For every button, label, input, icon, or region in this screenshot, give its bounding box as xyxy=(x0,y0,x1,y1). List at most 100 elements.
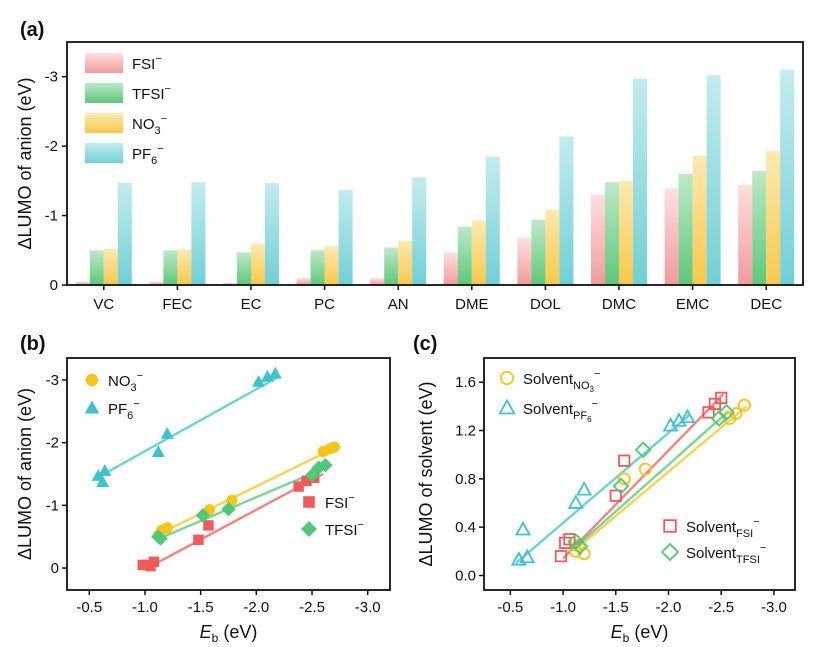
x-tick-label: DMC xyxy=(602,296,636,313)
y-tick-label: -2 xyxy=(45,138,58,155)
x-tick-label: -1.0 xyxy=(132,599,158,616)
legend-label-TFSI: TFSI− xyxy=(325,519,364,539)
plot-frame xyxy=(66,357,391,591)
legend-label-NO3-part: 3 xyxy=(131,382,137,394)
fit-line xyxy=(572,410,730,550)
bar-FSI-EMC xyxy=(664,188,679,285)
point-square xyxy=(618,454,631,467)
legend-marker xyxy=(499,370,515,386)
y-axis-label: ΔLUMO of solvent (eV) xyxy=(416,381,436,566)
bar-FSI-AN xyxy=(370,278,385,285)
x-tick-label: DOL xyxy=(530,296,561,313)
y-tick-label: -3 xyxy=(45,69,58,86)
legend-label-PF6-part: − xyxy=(157,143,163,155)
legend-label-PF6: PF6− xyxy=(108,398,140,422)
legend-label-SolventTFSI-part: − xyxy=(760,542,766,554)
y-tick-label: 0.8 xyxy=(455,471,476,488)
legend-marker xyxy=(498,398,516,415)
plot-frame xyxy=(483,357,796,591)
legend-swatch xyxy=(85,53,123,73)
fit-line xyxy=(514,413,691,565)
point-circle xyxy=(577,547,591,561)
x-tick-label: -0.5 xyxy=(497,599,523,616)
y-tick-label: 0.4 xyxy=(455,519,476,536)
legend-label-SolventPF: SolventPF6− xyxy=(523,398,598,424)
bar-PF6-PC xyxy=(338,189,353,285)
bar-FSI-EC xyxy=(223,282,237,285)
legend-label-SolventNO-part: − xyxy=(594,368,600,380)
point-circle xyxy=(638,462,652,476)
legend-label-TFSI-part: − xyxy=(358,519,364,531)
x-tick-label: VC xyxy=(93,296,114,313)
point-square xyxy=(293,481,304,492)
point-diamond xyxy=(634,441,652,459)
bar-TFSI-DEC xyxy=(752,171,767,285)
point-square xyxy=(301,475,312,487)
legend-label-FSI: FSI− xyxy=(325,492,355,512)
point-triangle xyxy=(98,464,112,476)
legend-label-NO3-part: NO xyxy=(132,116,155,133)
bar-NO3-FEC xyxy=(177,249,192,285)
y-tick-label: 1.6 xyxy=(455,374,476,391)
bar-TFSI-EMC xyxy=(678,173,693,285)
bar-FSI-FEC xyxy=(149,281,164,285)
point-diamond xyxy=(221,501,236,517)
x-tick-label: FEC xyxy=(162,296,192,313)
legend-label-SolventTFSI-part: Solvent xyxy=(686,545,737,562)
legend-swatch xyxy=(85,143,123,163)
bar-PF6-FEC xyxy=(191,182,206,285)
legend-label-SolventNO-part: NO xyxy=(573,380,590,392)
panel-label: (c) xyxy=(413,333,437,355)
legend-label-NO3-part: − xyxy=(137,370,143,382)
legend-label-SolventNO: SolventNO3 − xyxy=(523,368,600,394)
y-axis-label: ΔLUMO of anion (eV) xyxy=(15,77,35,249)
legend-label-FSI-part: − xyxy=(155,53,161,65)
legend-swatch xyxy=(85,83,123,103)
x-tick-label: DME xyxy=(455,296,488,313)
point-triangle xyxy=(519,548,536,564)
bar-FSI-DEC xyxy=(738,185,753,285)
legend-label-SolventNO-part: Solvent xyxy=(523,371,574,388)
legend-label-PF6-part: − xyxy=(133,398,139,410)
x-tick-label: -1.0 xyxy=(550,599,576,616)
bar-NO3-DMC xyxy=(619,180,633,285)
point-diamond xyxy=(318,458,333,473)
x-tick-label: -1.5 xyxy=(603,599,629,616)
legend-label-SolventPF-part: − xyxy=(592,398,598,410)
y-tick-label: 0 xyxy=(50,277,58,294)
bar-NO3-EMC xyxy=(692,155,707,285)
bar-TFSI-PC xyxy=(310,250,325,285)
x-tick-label: PC xyxy=(314,296,335,313)
fit-line xyxy=(562,393,725,560)
point-circle xyxy=(161,522,173,534)
point-triangle xyxy=(261,370,274,382)
bar-PF6-DOL xyxy=(559,136,574,285)
bar-NO3-VC xyxy=(103,248,118,285)
bar-NO3-PC xyxy=(324,246,339,285)
point-square xyxy=(554,550,568,563)
x-tick-label: AN xyxy=(388,296,409,313)
point-square xyxy=(203,520,214,531)
legend-label-NO3-part: − xyxy=(161,113,167,125)
y-tick-label: -2 xyxy=(46,435,59,452)
bar-NO3-DOL xyxy=(545,210,560,285)
bar-TFSI-DOL xyxy=(531,219,546,285)
y-tick-label: 0.0 xyxy=(455,568,476,585)
legend-label-FSI-part: FSI xyxy=(325,495,348,512)
y-axis-label: ΔLUMO of anion (eV) xyxy=(15,388,35,560)
legend-label-PF6-part: PF xyxy=(108,401,127,418)
legend-label-FSI-part: − xyxy=(348,492,354,504)
point-triangle xyxy=(160,427,174,439)
point-circle xyxy=(729,407,743,421)
x-tick-label: -0.5 xyxy=(76,599,102,616)
legend-marker xyxy=(301,521,317,537)
y-tick-label: -1 xyxy=(45,208,58,225)
legend-label-SolventPF-part: 6 xyxy=(587,415,592,424)
legend-label-SolventFSI-part: FSI xyxy=(736,528,753,540)
point-diamond xyxy=(612,477,630,495)
point-triangle xyxy=(567,494,584,509)
legend-label-PF6-part: 6 xyxy=(151,155,157,167)
y-tick-label: 1.2 xyxy=(455,423,476,440)
point-triangle xyxy=(268,366,282,379)
